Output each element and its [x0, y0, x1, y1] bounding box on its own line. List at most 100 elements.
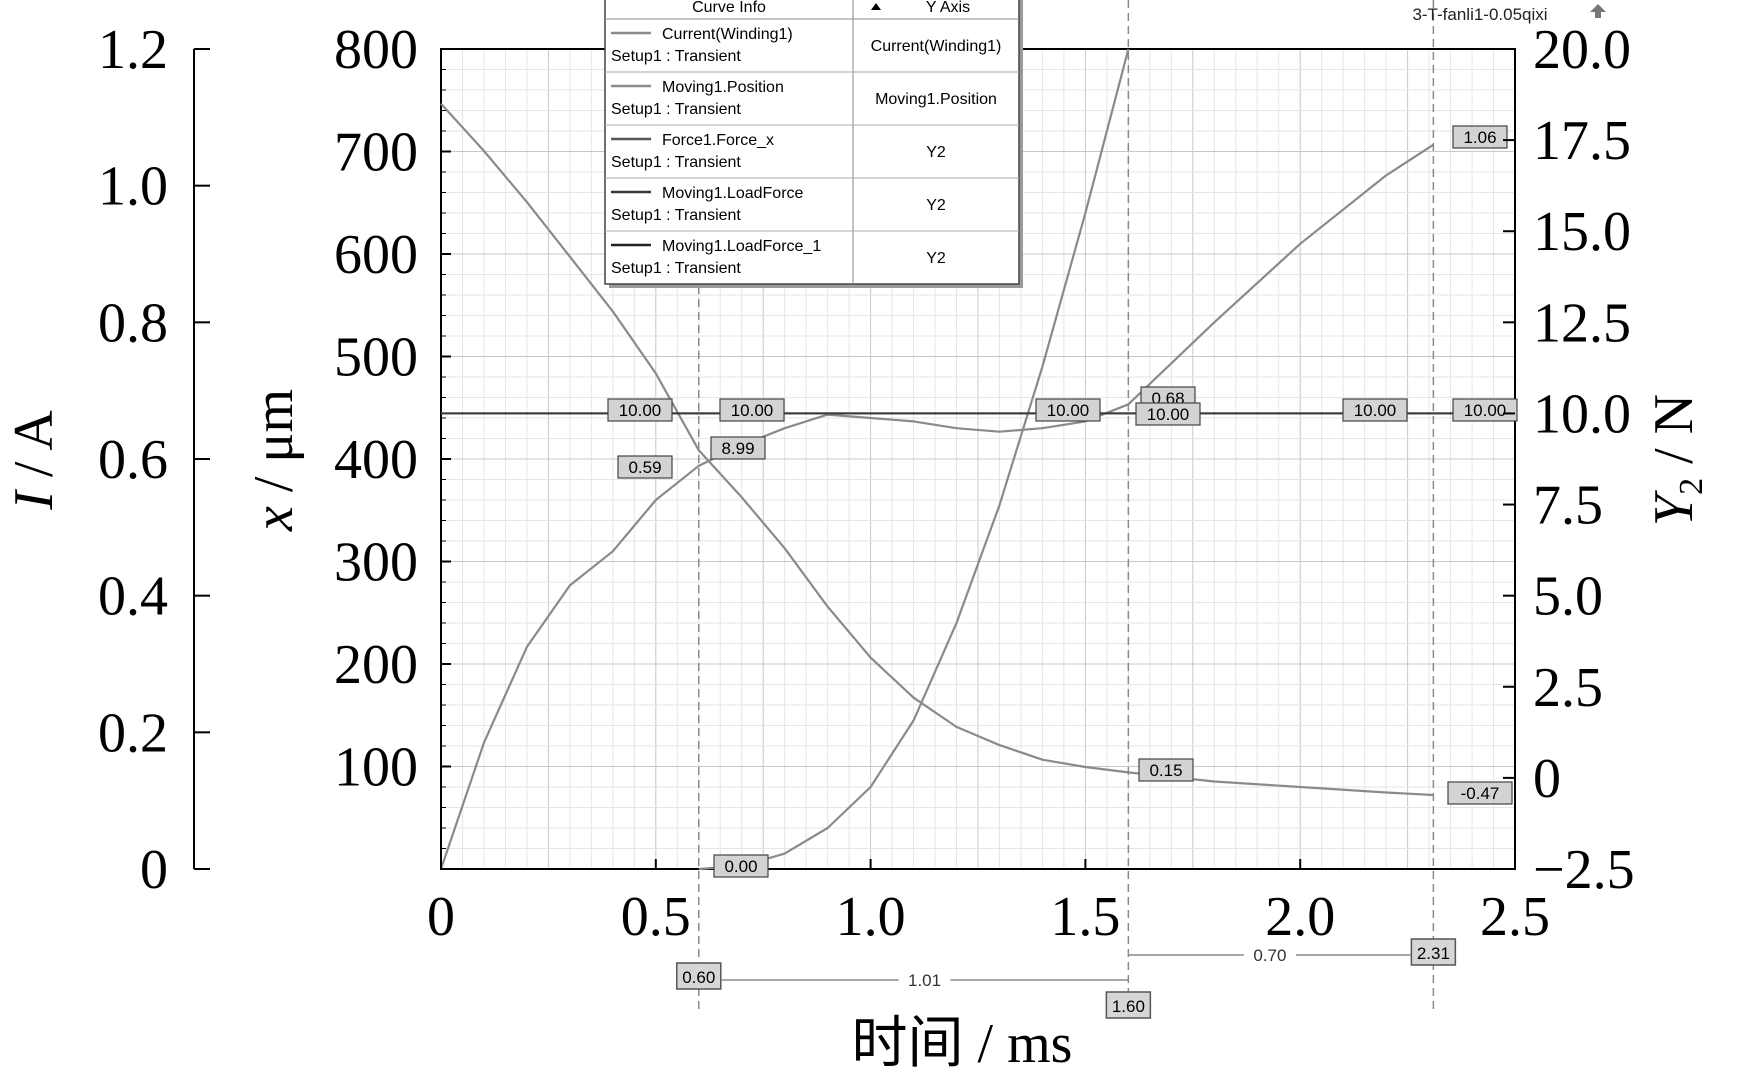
marker-label-box — [1410, 938, 1457, 966]
force-axis-tick-label: 10.0 — [1533, 383, 1631, 445]
current-axis-tick-label: 1.0 — [98, 156, 168, 218]
marker-label-text: 2.31 — [1417, 944, 1450, 963]
current-axis-title-unit: / A — [3, 410, 65, 491]
legend: Curve Info Y Axis Current(Winding1) Setup1 … — [604, 0, 1023, 288]
legend-axis-name: Y2 — [926, 144, 946, 161]
position-axis-tick-label: 600 — [334, 224, 418, 286]
legend-curve-name: Moving1.LoadForce — [662, 185, 804, 202]
source-icon — [1590, 4, 1606, 18]
legend-box — [604, 0, 1020, 285]
force-axis-tick-label: 7.5 — [1533, 475, 1603, 537]
current-axis-tick-label: 0.8 — [98, 292, 168, 354]
current-axis-tick-label: 0.6 — [98, 429, 168, 491]
series-line — [698, 48, 1130, 871]
force-axis-title-subscript: 2 — [1673, 478, 1710, 495]
force-axis-tick-label: 15.0 — [1533, 201, 1631, 263]
legend-curve-name: Moving1.Position — [662, 79, 784, 96]
annotation-text: 10.00 — [1147, 405, 1190, 424]
annotation-text: 1.06 — [1463, 128, 1496, 147]
annotation-box — [617, 455, 673, 479]
position-axis-tick-label: 300 — [334, 532, 418, 594]
series-line — [439, 143, 1434, 870]
current-axis-tick-label: 0.2 — [98, 702, 168, 764]
x-tick-label: 0 — [427, 886, 455, 948]
annotation-box — [1452, 125, 1508, 149]
data-annotations: 10.00 10.000.598.990.0010.000.6810.000.15… — [607, 125, 1518, 878]
annotation-text: 0.00 — [724, 857, 757, 876]
legend-axis-name: Current(Winding1) — [871, 38, 1002, 55]
delta-label: 1.01 — [908, 971, 941, 990]
position-axis-title-symbol: x — [243, 506, 305, 532]
value-annotation: 10.00 — [1035, 398, 1101, 422]
value-annotation: 0.00 — [713, 854, 769, 878]
marker-label-box — [1105, 991, 1152, 1019]
legend-setup-name: Setup1 : Transient — [611, 260, 741, 277]
legend-axis-name: Moving1.Position — [875, 91, 997, 108]
position-axis-tick-label: 700 — [334, 122, 418, 184]
value-annotation: 0.59 — [617, 455, 673, 479]
delta-measurement: 1.01 — [720, 969, 1129, 990]
value-annotation: 8.99 — [710, 436, 766, 460]
value-annotation: 10.00 — [1135, 402, 1201, 426]
annotation-text: 0.59 — [628, 458, 661, 477]
legend-setup-name: Setup1 : Transient — [611, 154, 741, 171]
force-axis-tick-label: 20.0 — [1533, 19, 1631, 81]
annotation-text: 10.00 — [1047, 401, 1090, 420]
annotation-box — [719, 398, 785, 422]
delta-label: 0.70 — [1253, 946, 1286, 965]
annotation-text: 0.15 — [1149, 761, 1182, 780]
position-axis-tick-label: 200 — [334, 634, 418, 696]
annotation-text: 10.00 — [1354, 401, 1397, 420]
x-tick-label: 2.5 — [1480, 886, 1550, 948]
legend-header-axis: Y Axis — [926, 0, 970, 16]
force-axis-tick-label: −2.5 — [1533, 839, 1635, 901]
force-axis-tick-label: 5.0 — [1533, 566, 1603, 628]
force-axis-tick-label: 2.5 — [1533, 657, 1603, 719]
annotation-box — [607, 398, 673, 422]
position-axis-tick-label: 500 — [334, 327, 418, 389]
current-axis-title-symbol: I — [3, 489, 65, 511]
x-axis-title: 时间 / ms — [852, 1013, 1073, 1075]
legend-curve-name: Moving1.LoadForce_1 — [662, 238, 821, 255]
legend-curve-name: Current(Winding1) — [662, 26, 793, 43]
marker-lines: 0.60 1.60 2.31 1.01 0.70 — [676, 0, 1457, 1019]
force-axis-tick-label: 12.5 — [1533, 292, 1631, 354]
legend-axis-name: Y2 — [926, 250, 946, 267]
axes-group: 0 0.5 1.0 1.5 2.0 2.5 0 0.2 0.4 0.6 0.8 1.0 1.2 100 20… — [98, 19, 1635, 948]
force-axis-title: Y2 / N — [1643, 394, 1710, 526]
x-tick-label: 0.5 — [621, 886, 691, 948]
annotation-box — [710, 436, 766, 460]
position-axis-title-unit: / μm — [243, 389, 305, 506]
annotation-box — [1452, 398, 1518, 422]
marker-label-text: 0.60 — [682, 968, 715, 987]
annotation-text: 8.99 — [721, 439, 754, 458]
legend-curve-name: Force1.Force_x — [662, 132, 774, 149]
position-axis-tick-label: 400 — [334, 429, 418, 491]
marker-label: 2.31 — [1410, 938, 1457, 966]
value-annotation: 10.00 — [1452, 398, 1518, 422]
marker-label: 0.60 — [676, 962, 722, 990]
annotation-text: 10.00 — [619, 401, 662, 420]
legend-setup-name: Setup1 : Transient — [611, 48, 741, 65]
current-axis-title: I / A — [3, 410, 65, 511]
legend-axis-name: Y2 — [926, 197, 946, 214]
position-axis-tick-label: 100 — [334, 737, 418, 799]
marker-label-text: 1.60 — [1112, 997, 1145, 1016]
current-axis-tick-label: 0 — [140, 839, 168, 901]
value-annotation: 1.06 — [1452, 125, 1508, 149]
force-axis-title-unit: / N — [1643, 394, 1705, 478]
value-annotation: 10.00 — [1342, 398, 1408, 422]
annotation-box — [1135, 402, 1201, 426]
force-axis-tick-label: 0 — [1533, 748, 1561, 810]
annotation-text: -0.47 — [1461, 784, 1500, 803]
force-axis-tick-label: 17.5 — [1533, 110, 1631, 172]
annotation-box — [1447, 781, 1513, 805]
x-tick-label: 1.0 — [836, 886, 906, 948]
legend-setup-name: Setup1 : Transient — [611, 101, 741, 118]
sort-ascending-icon — [871, 3, 881, 10]
x-tick-label: 2.0 — [1265, 886, 1335, 948]
delta-label-bg — [1243, 944, 1296, 964]
current-axis-tick-label: 1.2 — [98, 19, 168, 81]
current-axis-tick-label: 0.4 — [98, 566, 168, 628]
